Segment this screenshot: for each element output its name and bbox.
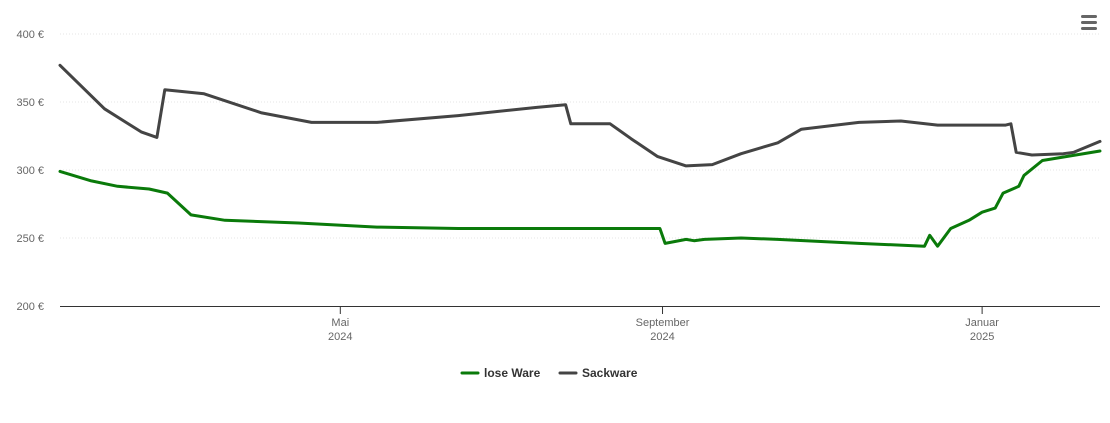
grid-lines [60,33,1100,239]
y-tick-label: 200 € [16,301,44,313]
x-tick-year: 2024 [328,331,352,343]
legend-item[interactable]: lose Ware [460,366,541,380]
legend-label: Sackware [582,366,638,380]
y-axis-ticks: 200 € 250 € 300 € 350 € 400 € [16,29,44,313]
series-line-1[interactable] [58,63,1102,168]
legend-label: lose Ware [484,366,541,380]
legend-item[interactable]: Sackware [558,366,638,380]
x-tick-year: 2025 [970,331,994,343]
y-tick-label: 250 € [16,233,44,245]
series-line-0[interactable] [58,149,1102,248]
y-tick-label: 400 € [16,29,44,41]
x-tick-month: Mai [331,317,349,329]
legend[interactable]: lose Ware Sackware [460,366,638,380]
series-lines [58,63,1102,248]
y-tick-label: 350 € [16,97,44,109]
hamburger-menu-icon[interactable] [1076,10,1102,34]
x-tick-month: September [636,317,690,329]
x-tick-month: Januar [965,317,999,329]
x-axis: Mai 2024 September 2024 Januar 2025 [60,306,1100,343]
y-tick-label: 300 € [16,165,44,177]
x-tick-year: 2024 [650,331,674,343]
